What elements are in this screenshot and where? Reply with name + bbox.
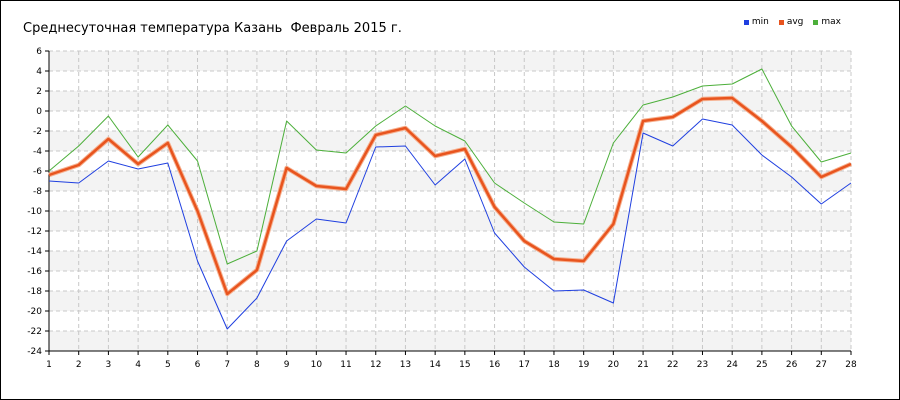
y-tick-label: -10 — [27, 207, 42, 217]
plot-band — [49, 251, 851, 271]
y-tick-label: -14 — [27, 247, 42, 257]
legend-label-max: max — [821, 17, 841, 27]
y-tick-label: -12 — [27, 227, 42, 237]
x-tick-label: 14 — [429, 360, 441, 370]
series-line-max — [48, 68, 852, 265]
x-tick-label: 27 — [816, 360, 827, 370]
x-tick-label: 23 — [697, 360, 708, 370]
plot-band — [49, 51, 851, 71]
x-tick-label: 12 — [370, 360, 381, 370]
legend-label-avg: avg — [786, 17, 804, 27]
x-tick-label: 16 — [489, 360, 501, 370]
x-tick-label: 18 — [548, 360, 560, 370]
x-tick-label: 2 — [76, 360, 82, 370]
x-tick-label: 9 — [284, 360, 290, 370]
x-tick-label: 20 — [608, 360, 620, 370]
y-tick-label: -6 — [33, 167, 42, 177]
y-tick-label: 2 — [36, 87, 42, 97]
y-tick-label: -24 — [27, 347, 42, 357]
x-tick-label: 7 — [224, 360, 230, 370]
x-tick-label: 11 — [340, 360, 351, 370]
y-tick-label: 6 — [36, 47, 42, 57]
chart-title: Среднесуточная температура Казань Феврал… — [23, 21, 402, 36]
y-tick-label: -8 — [33, 187, 42, 197]
legend-label-min: min — [751, 17, 769, 27]
plot-band — [49, 171, 851, 191]
x-tick-label: 13 — [400, 360, 411, 370]
chart-legend: min avg max — [743, 17, 841, 27]
x-tick-label: 3 — [106, 360, 112, 370]
x-tick-label: 26 — [786, 360, 798, 370]
x-tick-label: 15 — [459, 360, 470, 370]
legend-item-max: max — [813, 17, 841, 27]
x-tick-label: 6 — [195, 360, 201, 370]
x-tick-label: 19 — [578, 360, 590, 370]
x-tick-label: 17 — [519, 360, 530, 370]
y-tick-label: -22 — [27, 327, 42, 337]
plot-band — [49, 331, 851, 351]
x-tick-label: 4 — [135, 360, 141, 370]
y-tick-label: -18 — [27, 287, 42, 297]
x-tick-label: 22 — [667, 360, 678, 370]
x-tick-label: 8 — [254, 360, 260, 370]
x-tick-label: 5 — [165, 360, 171, 370]
series-line-avg — [48, 96, 852, 296]
legend-swatch-min — [743, 19, 749, 25]
y-tick-label: -4 — [33, 147, 42, 157]
plot-band — [49, 211, 851, 231]
y-tick-label: 4 — [36, 67, 42, 77]
x-tick-label: 10 — [311, 360, 323, 370]
x-tick-label: 1 — [46, 360, 52, 370]
legend-item-avg: avg — [778, 17, 804, 27]
y-tick-label: 0 — [36, 107, 42, 117]
legend-swatch-avg — [778, 19, 784, 25]
plot-band — [49, 291, 851, 311]
y-tick-label: -2 — [33, 127, 42, 137]
y-tick-label: -16 — [27, 267, 42, 277]
x-tick-label: 28 — [845, 360, 857, 370]
series-line-min — [48, 118, 852, 330]
x-tick-label: 24 — [726, 360, 738, 370]
x-tick-label: 21 — [637, 360, 648, 370]
x-tick-label: 25 — [756, 360, 767, 370]
plot-band — [49, 91, 851, 111]
y-tick-label: -20 — [27, 307, 42, 317]
legend-swatch-max — [813, 19, 819, 25]
legend-item-min: min — [743, 17, 769, 27]
